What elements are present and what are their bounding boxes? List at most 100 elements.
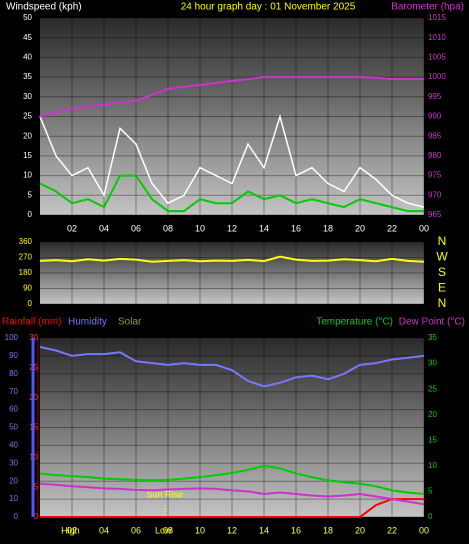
series-line (39, 113, 425, 208)
annotation: High (61, 525, 80, 535)
x-tick-label: 16 (291, 525, 301, 535)
x-tick-label: 10 (195, 525, 205, 535)
y3-tick-label: 30 (29, 333, 38, 342)
y-tick-label: 80 (9, 369, 18, 378)
y-tick-label: 20 (9, 476, 18, 485)
y2-tick-label: 35 (428, 333, 437, 342)
x-tick-label: 00 (419, 525, 429, 535)
y2-tick-label: 985 (428, 131, 442, 140)
y2-tick-label: N (438, 296, 447, 310)
legend-solar: Solar (118, 317, 142, 328)
barometer-axis-label: Barometer (hpa) (391, 2, 464, 13)
y-tick-label: 20 (23, 131, 32, 140)
y2-tick-label: 995 (428, 92, 442, 101)
annotation: Low (155, 525, 172, 535)
x-tick-label: 02 (67, 525, 77, 535)
plot-background (40, 338, 424, 517)
series-line (40, 498, 424, 518)
y-tick-label: 25 (23, 112, 32, 121)
x-tick-label: 06 (131, 223, 141, 233)
x-tick-label: 02 (67, 223, 77, 233)
x-tick-label: 12 (227, 525, 237, 535)
x-tick-label: 20 (355, 223, 365, 233)
y-tick-label: 10 (23, 171, 32, 180)
series-line (39, 464, 425, 495)
x-tick-label: 08 (163, 525, 173, 535)
series-line (39, 346, 425, 388)
x-tick-label: 04 (99, 223, 109, 233)
y-tick-label: 0 (14, 512, 19, 521)
annotation: Sun Rise (147, 489, 184, 499)
x-tick-label: 22 (387, 525, 397, 535)
y-tick-label: 30 (9, 458, 18, 467)
y2-tick-label: 990 (428, 112, 442, 121)
y-tick-label: 30 (23, 92, 32, 101)
y-tick-label: 50 (23, 13, 32, 22)
x-tick-label: 08 (163, 223, 173, 233)
x-tick-label: 16 (291, 223, 301, 233)
x-tick-label: 10 (195, 223, 205, 233)
y-tick-label: 40 (23, 53, 32, 62)
y2-tick-label: 25 (428, 384, 437, 393)
y2-tick-label: 1010 (428, 33, 446, 42)
y-tick-label: 90 (23, 284, 32, 293)
y2-tick-label: 20 (428, 410, 437, 419)
y2-tick-label: 980 (428, 151, 442, 160)
y-tick-label: 90 (9, 351, 18, 360)
y-tick-label: 100 (5, 333, 19, 342)
y-tick-label: 60 (9, 405, 18, 414)
y-tick-label: 70 (9, 387, 18, 396)
legend-entry: Humidity (68, 317, 107, 328)
y2-tick-label: E (438, 281, 446, 295)
y2-tick-label: 1005 (428, 53, 446, 62)
y2-tick-label: 975 (428, 171, 442, 180)
y2-tick-label: 30 (428, 359, 437, 368)
y2-tick-label: 0 (428, 512, 433, 521)
x-tick-label: 20 (355, 525, 365, 535)
series-line (39, 174, 424, 213)
legend-entry: Temperature (°C) (316, 317, 393, 328)
y3-tick-label: 5 (34, 482, 39, 491)
x-tick-label: 00 (419, 223, 429, 233)
y-tick-label: 10 (9, 494, 18, 503)
x-tick-label: 18 (323, 223, 333, 233)
y2-tick-label: 1000 (428, 72, 446, 81)
legend-entry: Dew Point (°C) (399, 317, 465, 328)
y2-tick-label: W (436, 250, 448, 264)
legend-entry: Rainfall (mm) (2, 317, 61, 328)
y-tick-label: 35 (23, 72, 32, 81)
y-tick-label: 40 (9, 441, 18, 450)
x-tick-label: 12 (227, 223, 237, 233)
y-tick-label: 360 (19, 237, 33, 246)
y3-tick-label: 0 (34, 512, 39, 521)
y2-tick-label: 5 (428, 487, 433, 496)
y-tick-label: 180 (19, 268, 33, 277)
x-tick-label: 14 (259, 223, 269, 233)
y2-tick-label: N (438, 234, 447, 248)
y2-tick-label: 965 (428, 210, 442, 219)
x-tick-label: 22 (387, 223, 397, 233)
x-tick-label: 14 (259, 525, 269, 535)
y2-tick-label: 10 (428, 461, 437, 470)
y2-tick-label: 1015 (428, 13, 446, 22)
x-tick-label: 06 (131, 525, 141, 535)
series-line (39, 255, 425, 263)
series-line (39, 482, 425, 506)
x-tick-label: 04 (99, 525, 109, 535)
x-tick-label: 18 (323, 525, 333, 535)
wind-axis-label: Windspeed (kph) (6, 2, 82, 13)
y2-tick-label: S (438, 265, 446, 279)
y-tick-label: 45 (23, 33, 32, 42)
y-tick-label: 270 (19, 253, 33, 262)
y-tick-label: 5 (28, 190, 33, 199)
plot-background (40, 242, 424, 304)
y-tick-label: 0 (28, 299, 33, 308)
series-line (39, 76, 424, 118)
y2-tick-label: 15 (428, 435, 437, 444)
y-tick-label: 15 (23, 151, 32, 160)
y2-tick-label: 970 (428, 190, 442, 199)
chart-title: 24 hour graph day : 01 November 2025 (181, 2, 356, 13)
y-tick-label: 50 (9, 423, 18, 432)
y-tick-label: 0 (28, 210, 33, 219)
